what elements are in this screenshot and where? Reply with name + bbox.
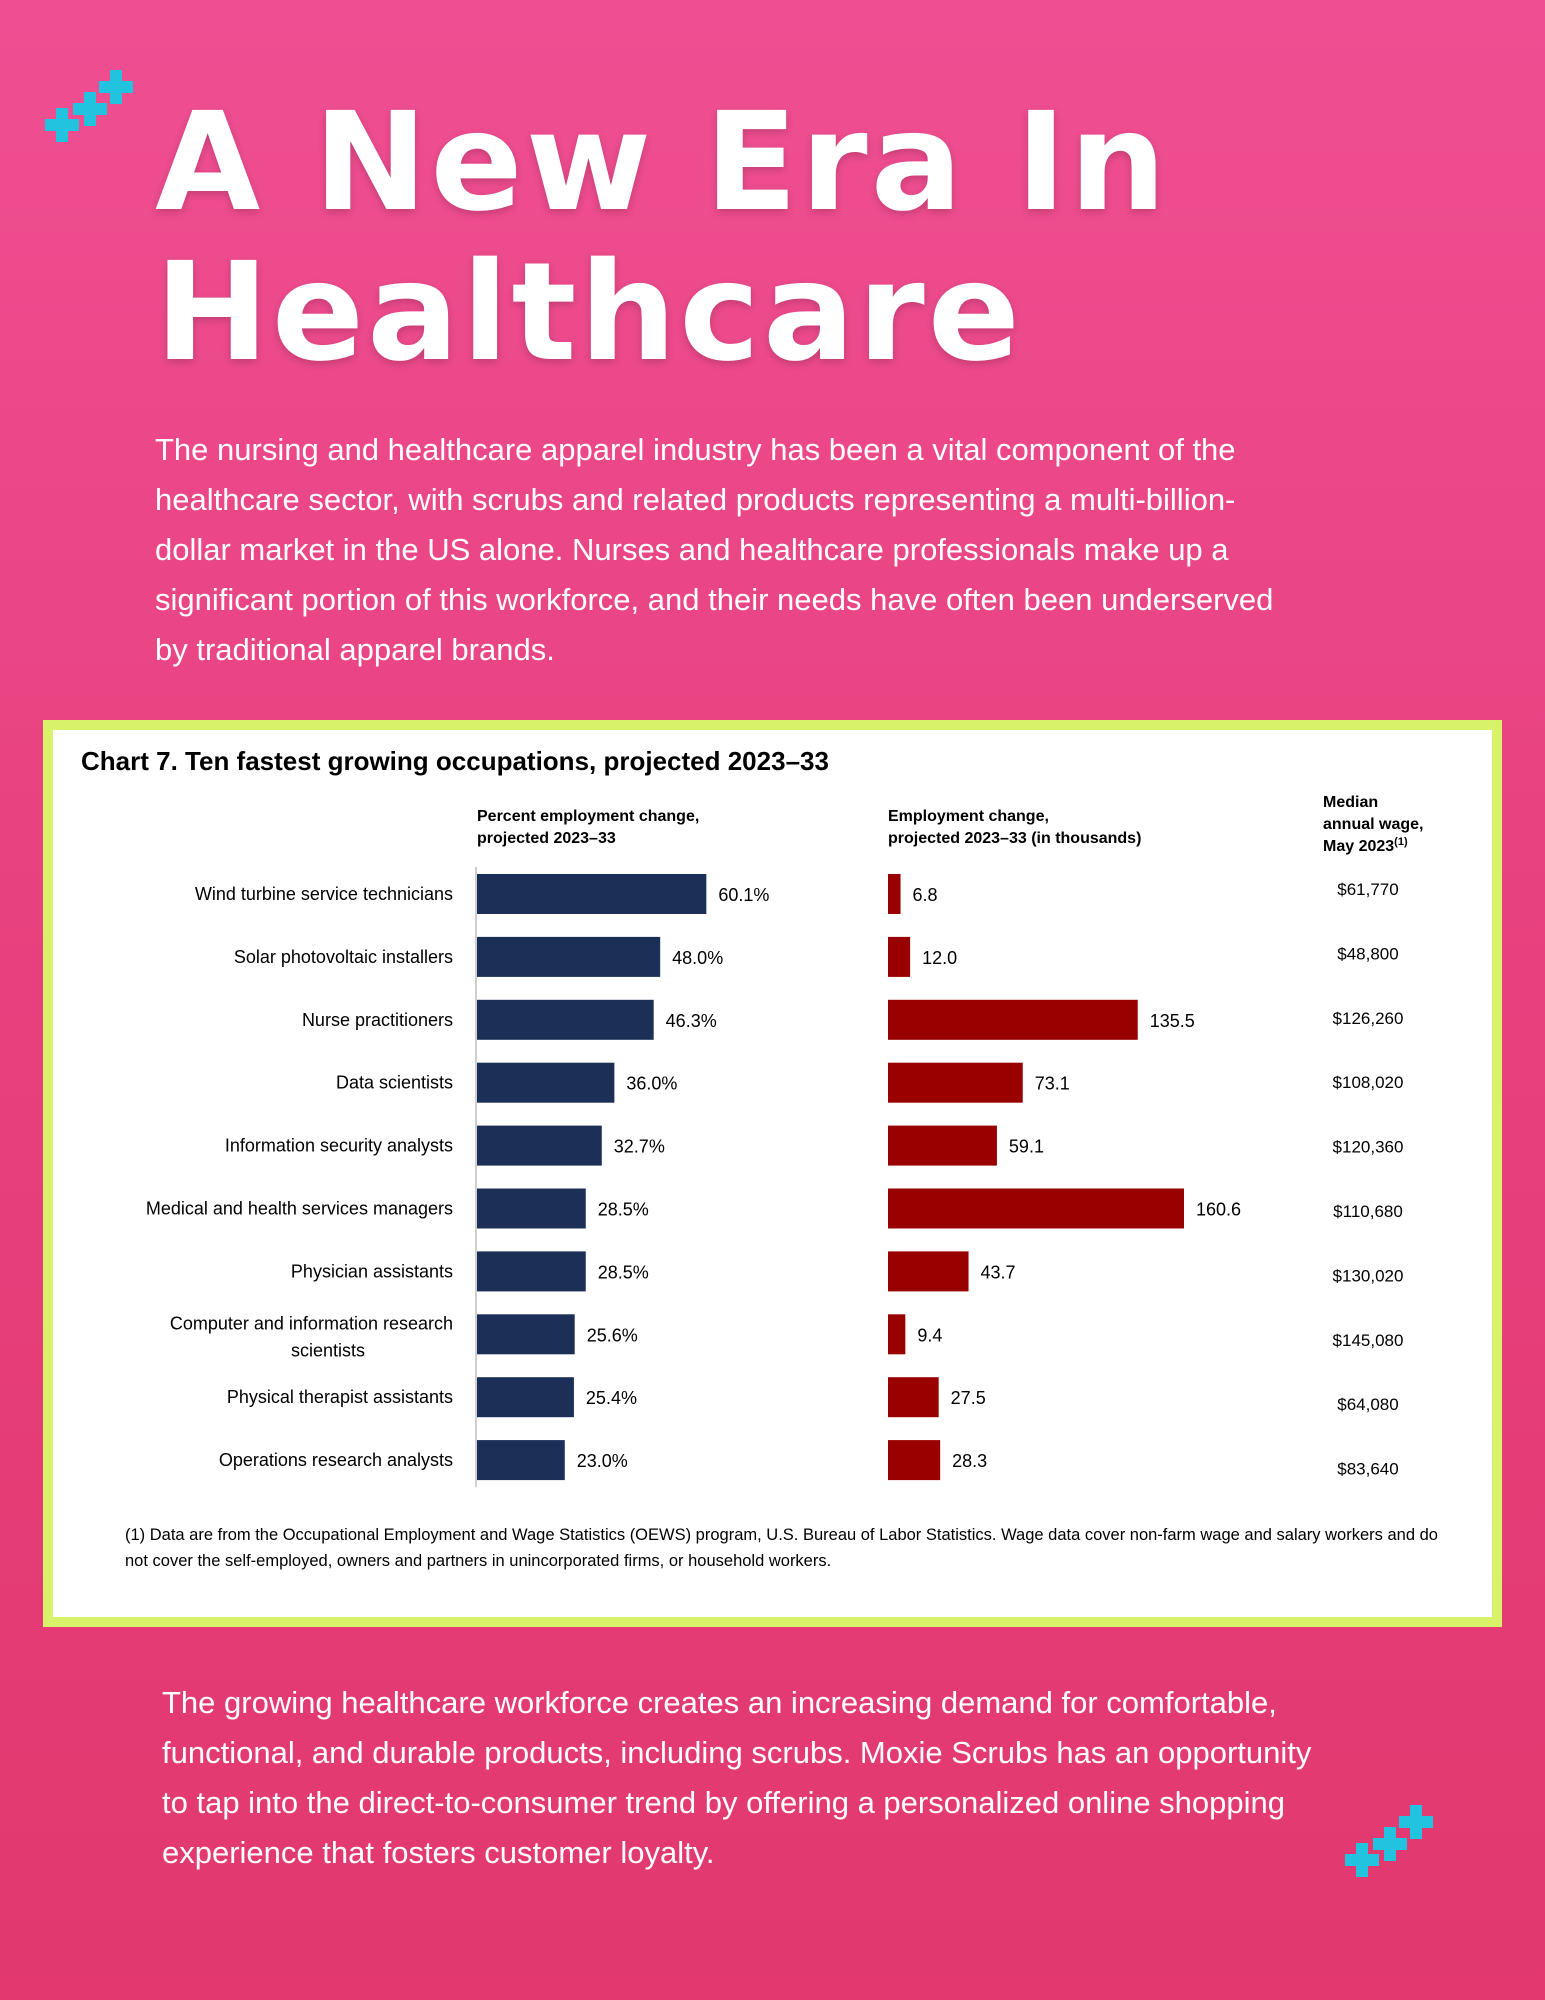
page-title: A New Era In Healthcare (155, 88, 1455, 388)
median-wage-value: $145,080 (1333, 1331, 1404, 1350)
employment-bar (888, 936, 911, 977)
category-label-line-2: scientists (291, 1340, 365, 1360)
wage-header-superscript: (1) (1394, 836, 1408, 848)
employment-series-header: projected 2023–33 (in thousands) (888, 830, 1141, 847)
chart-frame: Chart 7. Ten fastest growing occupations… (43, 720, 1502, 1627)
employment-bar (888, 1125, 997, 1166)
page-title-line-1: A New Era In (155, 84, 1170, 242)
percent-bar (477, 999, 654, 1040)
category-label: Wind turbine service technicians (195, 884, 453, 904)
percent-bar (477, 1314, 575, 1355)
percent-bar-label: 28.5% (598, 1262, 649, 1282)
employment-bar (888, 1062, 1023, 1103)
employment-bar (888, 1188, 1184, 1229)
employment-bar (888, 874, 901, 914)
plus-cluster-top-icon (45, 70, 140, 160)
percent-bar-label: 25.4% (586, 1388, 637, 1408)
percent-bar (477, 936, 661, 977)
chart-title: Chart 7. Ten fastest growing occupations… (81, 746, 829, 776)
wage-column-header: May 2023(1) (1323, 836, 1408, 855)
employment-bar-label: 59.1 (1009, 1137, 1044, 1157)
category-label: Computer and information research (170, 1313, 453, 1333)
employment-bar (888, 1440, 941, 1481)
percent-series-header: Percent employment change, (477, 808, 699, 825)
median-wage-value: $48,800 (1337, 944, 1398, 963)
percent-bar-label: 32.7% (614, 1137, 665, 1157)
employment-bar-label: 135.5 (1150, 1011, 1195, 1031)
category-label: Medical and health services managers (146, 1199, 453, 1219)
wage-column-header: Median (1323, 794, 1378, 811)
employment-bar-label: 27.5 (951, 1388, 986, 1408)
median-wage-value: $126,260 (1333, 1009, 1404, 1028)
percent-bar (477, 1188, 586, 1229)
employment-bar (888, 999, 1138, 1040)
intro-paragraph: The nursing and healthcare apparel indus… (155, 432, 1274, 667)
employment-bar-label: 160.6 (1196, 1200, 1241, 1220)
employment-bar-label: 6.8 (913, 885, 938, 905)
closing-paragraph: The growing healthcare workforce creates… (162, 1685, 1312, 1870)
page-title-line-2: Healthcare (155, 234, 1023, 392)
category-label: Operations research analysts (219, 1450, 453, 1470)
median-wage-value: $83,640 (1337, 1460, 1398, 1479)
employment-bar-label: 73.1 (1035, 1074, 1070, 1094)
occupation-growth-chart: Chart 7. Ten fastest growing occupations… (81, 746, 1423, 1487)
wage-column-header: annual wage, (1323, 816, 1423, 833)
percent-bar (477, 1125, 602, 1166)
median-wage-value: $64,080 (1337, 1395, 1398, 1414)
percent-bar-label: 25.6% (587, 1325, 638, 1345)
category-label: Physician assistants (291, 1261, 453, 1281)
percent-bar (477, 1377, 574, 1418)
median-wage-value: $120,360 (1333, 1138, 1404, 1157)
employment-bar (888, 1251, 969, 1292)
median-wage-value: $130,020 (1333, 1266, 1404, 1285)
percent-bar (477, 1440, 565, 1481)
category-label: Nurse practitioners (302, 1010, 453, 1030)
category-label: Solar photovoltaic installers (234, 947, 453, 967)
percent-bar-label: 36.0% (626, 1074, 677, 1094)
percent-bar-label: 46.3% (666, 1011, 717, 1031)
category-label: Information security analysts (225, 1136, 453, 1156)
employment-series-header: Employment change, (888, 808, 1049, 825)
employment-bar-label: 43.7 (981, 1262, 1016, 1282)
employment-bar-label: 9.4 (917, 1325, 942, 1345)
category-label: Physical therapist assistants (227, 1387, 453, 1407)
employment-bar-label: 12.0 (922, 948, 957, 968)
median-wage-value: $108,020 (1333, 1073, 1404, 1092)
median-wage-value: $110,680 (1333, 1202, 1403, 1221)
percent-bar (477, 874, 707, 914)
percent-bar-label: 48.0% (672, 948, 723, 968)
percent-bar-label: 28.5% (598, 1200, 649, 1220)
median-wage-value: $61,770 (1337, 880, 1398, 899)
employment-bar-label: 28.3 (952, 1451, 987, 1471)
percent-bar (477, 1062, 615, 1103)
employment-bar (888, 1314, 906, 1355)
chart-footnote: (1) Data are from the Occupational Emplo… (125, 1526, 1438, 1570)
employment-bar (888, 1377, 939, 1418)
percent-series-header: projected 2023–33 (477, 830, 616, 847)
percent-bar-label: 60.1% (718, 885, 769, 905)
percent-bar-label: 23.0% (577, 1451, 628, 1471)
category-label: Data scientists (336, 1073, 453, 1093)
plus-cluster-bottom-icon (1345, 1805, 1440, 1895)
percent-bar (477, 1251, 586, 1292)
